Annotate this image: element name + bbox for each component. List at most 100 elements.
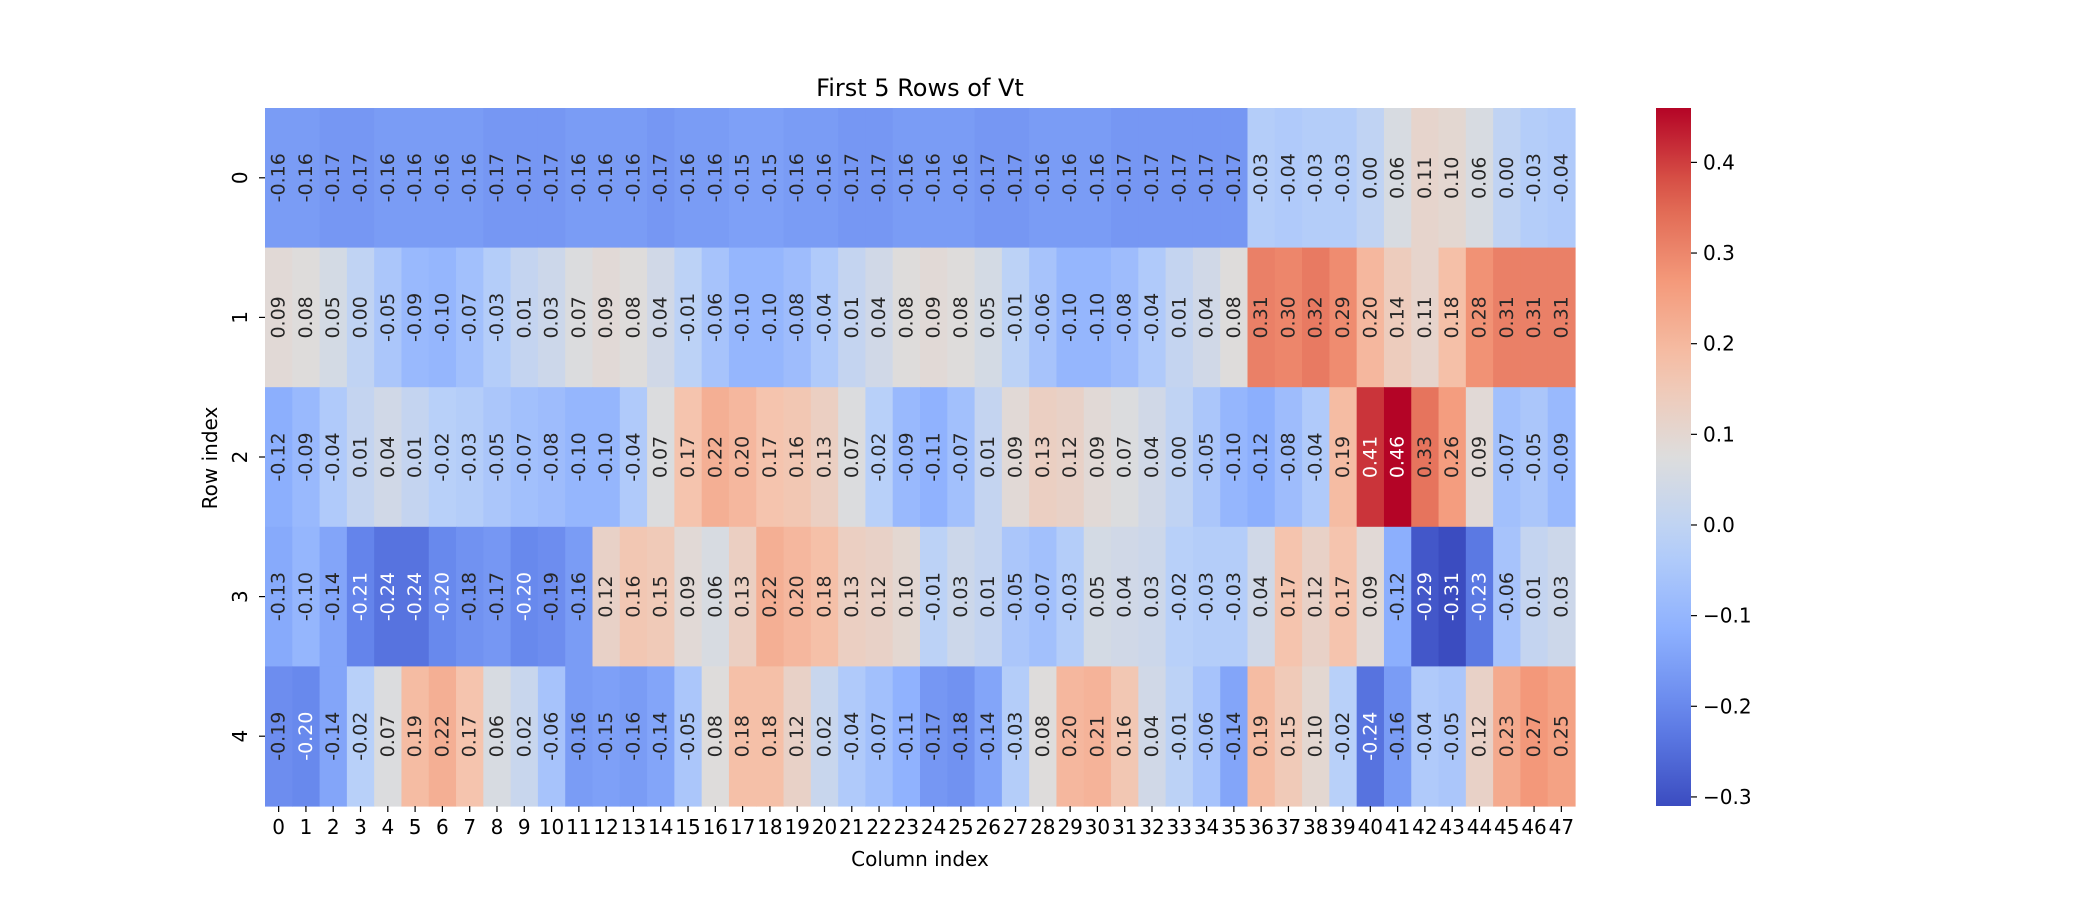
heatmap-cell-r0-c30	[1083, 108, 1112, 249]
cell-value-r1-c32: -0.04	[1141, 293, 1163, 342]
heatmap-cell-r3-c4	[374, 526, 403, 667]
cell-value-r2-c25: -0.07	[950, 432, 972, 481]
heatmap-cell-r2-c45	[1493, 387, 1522, 528]
heatmap-cell-r0-c11	[565, 108, 594, 249]
x-tick-label-46: 46	[1521, 815, 1546, 839]
heatmap-cell-r2-c15	[674, 387, 703, 528]
heatmap-cell-r2-c8	[483, 387, 512, 528]
heatmap-cell-r1-c6	[428, 247, 457, 388]
heatmap-cell-r4-c29	[1056, 666, 1085, 807]
x-tick-label-14: 14	[648, 815, 673, 839]
cell-value-r4-c1: -0.20	[295, 712, 317, 761]
x-tick-label-11: 11	[566, 815, 591, 839]
heatmap-cell-r1-c35	[1220, 247, 1249, 388]
heatmap-cell-r1-c19	[783, 247, 812, 388]
heatmap-cell-r0-c10	[537, 108, 566, 249]
heatmap-cell-r2-c12	[592, 387, 621, 528]
cell-value-r4-c27: -0.03	[1005, 712, 1027, 761]
cell-value-r3-c47: 0.03	[1550, 575, 1572, 617]
cell-value-r2-c15: 0.17	[677, 436, 699, 478]
cell-value-r4-c14: -0.14	[650, 712, 672, 761]
heatmap-cell-r0-c38	[1302, 108, 1330, 249]
cell-value-r4-c5: 0.19	[404, 715, 426, 757]
heatmap-cell-r3-c43	[1438, 526, 1467, 667]
cell-value-r2-c12: -0.10	[595, 432, 617, 481]
heatmap-cell-r3-c32	[1138, 526, 1167, 667]
cell-value-r1-c13: 0.08	[622, 296, 644, 338]
heatmap-cell-r1-c12	[592, 247, 621, 388]
x-tick-label-45: 45	[1494, 815, 1519, 839]
heatmap-cell-r1-c16	[701, 247, 730, 388]
heatmap-cell-r3-c20	[810, 526, 839, 667]
heatmap-cell-r4-c33	[1165, 666, 1194, 807]
cell-value-r1-c15: -0.01	[677, 293, 699, 342]
heatmap-cell-r2-c43	[1438, 387, 1467, 528]
x-tick-label-28: 28	[1030, 815, 1055, 839]
cell-value-r2-c23: -0.09	[895, 432, 917, 481]
heatmap-cell-r0-c0	[265, 108, 293, 249]
cell-value-r1-c30: -0.10	[1086, 293, 1108, 342]
heatmap-cell-r2-c32	[1138, 387, 1167, 528]
heatmap-cell-r4-c42	[1411, 666, 1440, 807]
cell-value-r3-c40: 0.09	[1359, 575, 1381, 617]
heatmap-cell-r0-c31	[1111, 108, 1139, 249]
cell-value-r3-c43: -0.31	[1441, 572, 1463, 621]
y-axis-label: Row index	[198, 407, 222, 510]
heatmap-cell-r4-c38	[1302, 666, 1330, 807]
cell-value-r2-c42: 0.33	[1414, 436, 1436, 478]
x-tick-label-8: 8	[491, 815, 504, 839]
cell-value-r2-c47: -0.09	[1550, 432, 1572, 481]
heatmap-cell-r0-c29	[1056, 108, 1085, 249]
cell-value-r1-c42: 0.11	[1414, 296, 1436, 338]
cell-value-r3-c4: -0.24	[377, 572, 399, 621]
cell-value-r3-c37: 0.17	[1277, 575, 1299, 617]
cell-value-r4-c40: -0.24	[1359, 712, 1381, 761]
x-tick-label-13: 13	[621, 815, 646, 839]
cell-value-r2-c3: 0.01	[350, 436, 372, 478]
cell-value-r3-c11: -0.16	[568, 572, 590, 621]
heatmap-cell-r1-c44	[1465, 247, 1494, 388]
cell-value-r2-c44: 0.09	[1468, 436, 1490, 478]
heatmap-cell-r4-c41	[1383, 666, 1412, 807]
heatmap-cell-r2-c4	[374, 387, 403, 528]
heatmap-cell-r0-c20	[810, 108, 839, 249]
heatmap-cell-r1-c8	[483, 247, 512, 388]
heatmap-cell-r1-c45	[1493, 247, 1522, 388]
cell-value-r1-c36: 0.31	[1250, 296, 1272, 338]
heatmap-cell-r2-c25	[947, 387, 976, 528]
heatmap-cell-r2-c21	[838, 387, 867, 528]
heatmap-cell-r1-c18	[756, 247, 785, 388]
heatmap-cell-r0-c6	[428, 108, 457, 249]
heatmap-cell-r3-c5	[401, 526, 430, 667]
heatmap-cell-r4-c43	[1438, 666, 1467, 807]
cell-value-r1-c39: 0.29	[1332, 296, 1354, 338]
heatmap-cell-r0-c24	[920, 108, 948, 249]
cell-value-r0-c44: 0.06	[1468, 157, 1490, 199]
cell-value-r1-c17: -0.10	[732, 293, 754, 342]
heatmap-cell-r2-c39	[1329, 387, 1358, 528]
x-tick-label-5: 5	[409, 815, 422, 839]
x-tick-label-47: 47	[1549, 815, 1574, 839]
heatmap-cell-r0-c47	[1547, 108, 1576, 249]
heatmap-cell-r0-c27	[1001, 108, 1030, 249]
heatmap-cell-r3-c11	[565, 526, 594, 667]
heatmap-cell-r2-c46	[1520, 387, 1549, 528]
cell-value-r3-c17: 0.13	[732, 575, 754, 617]
heatmap-cell-r4-c20	[810, 666, 839, 807]
cell-value-r3-c19: 0.20	[786, 575, 808, 617]
heatmap-cell-r1-c30	[1083, 247, 1112, 388]
cell-value-r2-c16: 0.22	[704, 436, 726, 478]
x-tick-label-38: 38	[1303, 815, 1328, 839]
heatmap-cell-r3-c27	[1001, 526, 1030, 667]
heatmap-cell-r2-c9	[510, 387, 539, 528]
heatmap-cell-r3-c9	[510, 526, 539, 667]
heatmap-cell-r2-c35	[1220, 387, 1249, 528]
cell-value-r2-c13: -0.04	[622, 432, 644, 481]
heatmap-cell-r0-c42	[1411, 108, 1440, 249]
cell-value-r4-c22: -0.07	[868, 712, 890, 761]
heatmap-cell-r3-c3	[346, 526, 375, 667]
heatmap-cell-r3-c24	[920, 526, 948, 667]
cell-value-r0-c5: -0.16	[404, 153, 426, 202]
cell-value-r3-c14: 0.15	[650, 575, 672, 617]
cell-value-r4-c6: 0.22	[431, 715, 453, 757]
